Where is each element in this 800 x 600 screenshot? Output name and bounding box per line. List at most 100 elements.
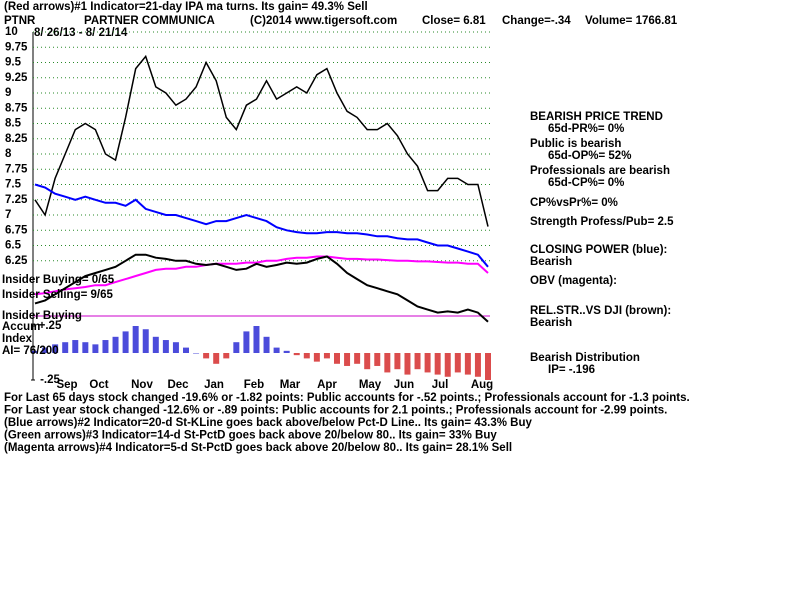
y-tick-label: 6.75: [5, 224, 28, 236]
y-tick-label: 9.75: [5, 41, 28, 53]
right-label: 65d-OP%= 52%: [548, 150, 631, 162]
left-label: Insider Buying= 0/65: [2, 274, 115, 286]
y-tick-label: 8.5: [5, 118, 22, 130]
accum-bar: [52, 344, 59, 353]
left-label: Insider Selling= 9/65: [2, 289, 113, 301]
change: Change=-.34: [502, 15, 571, 27]
x-tick-label: Jun: [394, 379, 414, 391]
date-range: 8/ 26/13 - 8/ 21/14: [34, 27, 128, 39]
series-line: [34, 54, 489, 227]
right-label: CLOSING POWER (blue):: [530, 244, 667, 256]
footer-line: For Last 65 days stock changed -19.6% or…: [4, 392, 690, 404]
right-label: Public is bearish: [530, 138, 621, 150]
footer-line: (Magenta arrows)#4 Indicator=5-d St-PctD…: [4, 442, 512, 454]
y-tick-label: 7.25: [5, 194, 28, 206]
left-label: Index: [2, 333, 33, 345]
right-label: CP%vsPr%= 0%: [530, 197, 618, 209]
accum-bar: [112, 336, 119, 353]
company: PARTNER COMMUNICA: [84, 15, 215, 27]
right-label: 65d-CP%= 0%: [548, 177, 624, 189]
accum-bar: [313, 353, 320, 362]
y-tick-label: 9.5: [5, 57, 22, 69]
y-tick-label: 9: [5, 87, 11, 99]
x-tick-label: Jan: [204, 379, 224, 391]
left-label: Insider Buying: [2, 310, 82, 322]
x-tick-label: Aug: [471, 379, 493, 391]
accum-bar: [464, 353, 471, 375]
footer-line: (Green arrows)#3 Indicator=14-d St-PctD …: [4, 430, 497, 442]
indicator-text: (Red arrows)#1 Indicator=21-day IPA ma t…: [4, 1, 368, 13]
accum-bar: [334, 353, 340, 364]
accum-bar: [132, 326, 139, 353]
y-tick-label: 7: [5, 209, 11, 221]
x-tick-label: Jul: [432, 379, 449, 391]
y-tick-label: 7.75: [5, 163, 28, 175]
accum-bar: [263, 336, 270, 353]
volume: Volume= 1766.81: [585, 15, 678, 27]
right-label: Strength Profess/Pub= 2.5: [530, 216, 674, 228]
accum-bar: [434, 353, 441, 375]
right-label: OBV (magenta):: [530, 275, 617, 287]
accum-bar: [152, 336, 159, 353]
right-label: Bearish Distribution: [530, 352, 640, 364]
series-line: [34, 255, 489, 296]
accum-bar: [283, 350, 290, 353]
accum-bar: [193, 353, 200, 354]
accum-bar: [162, 340, 169, 353]
footer-line: For Last year stock changed -12.6% or -.…: [4, 405, 667, 417]
accum-bar: [102, 340, 109, 353]
accum-bar: [32, 350, 38, 353]
accum-bar: [172, 342, 179, 353]
x-tick-label: Oct: [89, 379, 108, 391]
accum-bar: [82, 342, 89, 353]
close: Close= 6.81: [422, 15, 486, 27]
accum-bar: [303, 353, 310, 359]
accum-bar: [414, 353, 421, 370]
series-line: [34, 253, 489, 323]
symbol: PTNR: [4, 15, 36, 27]
accum-bar: [364, 353, 371, 370]
right-label: Bearish: [530, 317, 572, 329]
accum-bar: [72, 340, 79, 353]
accum-bar: [92, 344, 99, 353]
accum-bar: [253, 326, 260, 353]
y-tick-label: 6.25: [5, 255, 28, 267]
left-label: Accum: [2, 321, 40, 333]
accum-tick-label: +.25: [39, 320, 62, 332]
right-label: Bearish: [530, 256, 572, 268]
right-label: BEARISH PRICE TREND: [530, 111, 663, 123]
accum-bar: [454, 353, 461, 373]
accum-bar: [183, 347, 189, 353]
right-label: 65d-PR%= 0%: [548, 123, 624, 135]
left-label: AI= 76/200: [2, 345, 59, 357]
x-tick-label: Mar: [280, 379, 301, 391]
right-label: REL.STR..VS DJI (brown):: [530, 305, 671, 317]
accum-bar: [243, 331, 250, 353]
accum-bar: [394, 353, 401, 370]
x-tick-label: Dec: [167, 379, 189, 391]
accum-bar: [213, 353, 220, 364]
x-tick-label: Nov: [131, 379, 153, 391]
x-tick-label: Sep: [56, 379, 77, 391]
y-tick-label: 8: [5, 148, 12, 160]
accum-bar: [444, 353, 451, 377]
y-tick-label: 6.5: [5, 240, 22, 252]
x-tick-label: May: [359, 379, 382, 391]
accum-tick-label: -.25: [40, 374, 60, 386]
accum-bar: [374, 353, 381, 366]
accum-bar: [122, 331, 129, 353]
y-tick-label: 7.5: [5, 179, 22, 191]
copyright: (C)2014 www.tigersoft.com: [250, 15, 397, 27]
series-line: [34, 183, 489, 268]
y-tick-label: 10: [5, 26, 18, 38]
y-tick-label: 9.25: [5, 72, 28, 84]
accum-bar: [474, 353, 481, 377]
accum-bar: [62, 342, 69, 353]
accum-bar: [233, 342, 240, 353]
y-tick-label: 8.75: [5, 102, 28, 114]
accum-bar: [142, 329, 149, 353]
accum-bar: [223, 353, 230, 359]
x-tick-label: Apr: [317, 379, 337, 391]
y-tick-label: 8.25: [5, 133, 28, 145]
